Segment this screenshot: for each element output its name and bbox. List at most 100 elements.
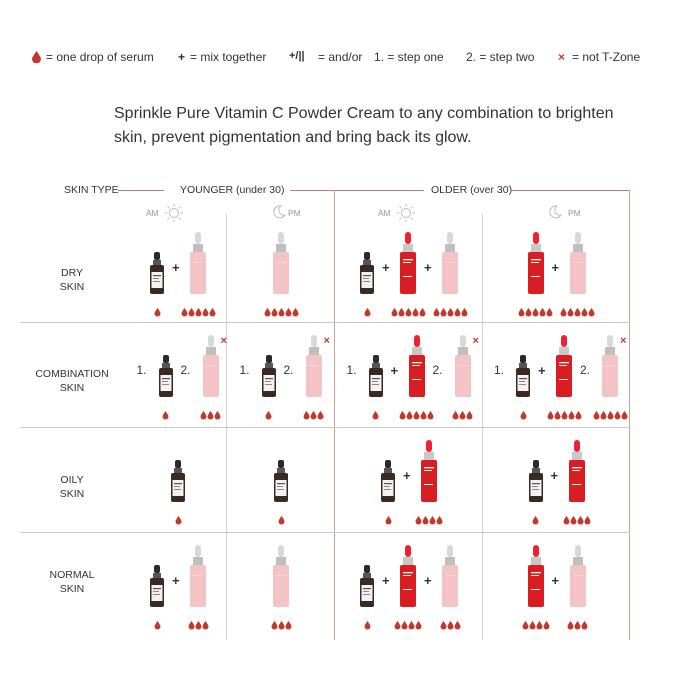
regimen-cell xyxy=(228,428,334,526)
legend-plus-text: = mix together xyxy=(190,50,267,64)
pink-serum-bottle xyxy=(189,232,207,299)
serum-drops xyxy=(364,304,371,322)
row-label-combination: COMBINATION SKIN xyxy=(20,367,124,395)
divider xyxy=(510,190,629,191)
serum-drops xyxy=(265,407,272,425)
serum-drops xyxy=(364,617,371,635)
legend-step2-text: 2. = step two xyxy=(466,50,535,64)
red-serum-bottle xyxy=(568,440,586,507)
regimen-cell: + + xyxy=(336,220,482,318)
row-divider xyxy=(20,427,630,428)
legend-drop-text: = one drop of serum xyxy=(46,50,154,64)
pink-serum-bottle xyxy=(305,335,323,402)
plus-icon: + xyxy=(178,50,186,64)
serum-drops xyxy=(593,407,628,425)
dark-serum-bottle xyxy=(273,460,289,507)
drop-icon xyxy=(32,51,41,66)
serum-drops xyxy=(278,512,285,530)
regimen-cell: + + xyxy=(336,533,482,631)
regimen-cell: + xyxy=(484,220,629,318)
red-serum-bottle xyxy=(420,440,438,507)
x-icon: × xyxy=(323,335,330,347)
moon-icon xyxy=(548,205,563,224)
row-label-line1: OILY xyxy=(60,474,84,486)
serum-drops xyxy=(385,512,392,530)
dark-serum-bottle xyxy=(515,355,531,402)
step-number: 2. xyxy=(283,363,294,377)
serum-drops xyxy=(175,512,182,530)
dark-serum-bottle xyxy=(149,565,165,612)
serum-drops xyxy=(372,407,379,425)
serum-drops xyxy=(162,407,169,425)
plus-icon: + xyxy=(550,468,559,483)
dark-serum-bottle xyxy=(149,252,165,299)
regimen-cell: 1. +2. × xyxy=(336,323,482,421)
serum-drops xyxy=(271,617,292,635)
pink-serum-bottle xyxy=(454,335,472,402)
step-number: 2. xyxy=(432,363,443,377)
legend: = one drop of serum + = mix together +/|… xyxy=(32,50,652,68)
step-number: 1. xyxy=(239,363,250,377)
regimen-cell: + xyxy=(484,533,629,631)
plus-icon: + xyxy=(172,573,180,588)
sun-icon xyxy=(395,204,417,227)
serum-drops xyxy=(560,304,595,322)
red-serum-bottle xyxy=(527,545,545,612)
row-label-line1: DRY xyxy=(61,267,83,279)
row-label-line2: SKIN xyxy=(59,382,85,394)
pink-serum-bottle xyxy=(272,232,290,299)
legend-step1-text: 1. = step one xyxy=(374,50,444,64)
divider xyxy=(290,190,424,191)
serum-drops xyxy=(303,407,324,425)
x-icon: × xyxy=(620,335,627,347)
plus-icon: + xyxy=(424,573,432,588)
serum-drops xyxy=(399,407,434,425)
regimen-cell: + xyxy=(130,533,226,631)
serum-drops xyxy=(440,617,461,635)
row-label-line2: SKIN xyxy=(59,281,85,293)
plus-icon: + xyxy=(424,260,432,275)
red-serum-bottle xyxy=(408,335,426,402)
older-label: OLDER (over 30) xyxy=(431,184,513,196)
plus-icon: + xyxy=(403,468,411,483)
pink-serum-bottle xyxy=(601,335,619,402)
dark-serum-bottle xyxy=(158,355,174,402)
pink-serum-bottle xyxy=(272,545,290,612)
serum-drops xyxy=(188,617,209,635)
serum-drops xyxy=(567,617,588,635)
serum-drops xyxy=(522,617,550,635)
serum-drops xyxy=(181,304,216,322)
intro-text: Sprinkle Pure Vitamin C Powder Cream to … xyxy=(114,105,614,146)
plus-icon: + xyxy=(538,363,546,378)
serum-drops xyxy=(394,617,422,635)
serum-drops xyxy=(200,407,221,425)
serum-drops xyxy=(547,407,582,425)
row-divider xyxy=(20,532,630,533)
regimen-cell xyxy=(228,533,334,631)
row-divider xyxy=(20,322,630,323)
plus-icon: + xyxy=(382,573,390,588)
pink-serum-bottle xyxy=(202,335,220,402)
red-serum-bottle xyxy=(527,232,545,299)
am-label: AM xyxy=(146,208,159,218)
dark-serum-bottle xyxy=(368,355,384,402)
step-number: 1. xyxy=(346,363,357,377)
row-label-line1: NORMAL xyxy=(49,569,95,581)
dark-serum-bottle xyxy=(359,252,375,299)
legend-andor-text: = and/or xyxy=(318,50,363,64)
pink-serum-bottle xyxy=(189,545,207,612)
regimen-cell xyxy=(130,428,226,526)
pink-serum-bottle xyxy=(569,232,587,299)
red-serum-bottle xyxy=(555,335,573,402)
regimen-cell: + xyxy=(130,220,226,318)
table-right-border xyxy=(629,190,630,640)
serum-drops xyxy=(154,304,161,322)
skin-type-label: SKIN TYPE xyxy=(64,184,119,196)
plus-icon: + xyxy=(172,260,180,275)
legend-x-text: = not T-Zone xyxy=(572,50,641,64)
dark-serum-bottle xyxy=(170,460,186,507)
sun-icon xyxy=(163,204,185,227)
serum-drops xyxy=(415,512,443,530)
younger-label: YOUNGER (under 30) xyxy=(180,184,285,196)
moon-icon xyxy=(272,205,287,224)
